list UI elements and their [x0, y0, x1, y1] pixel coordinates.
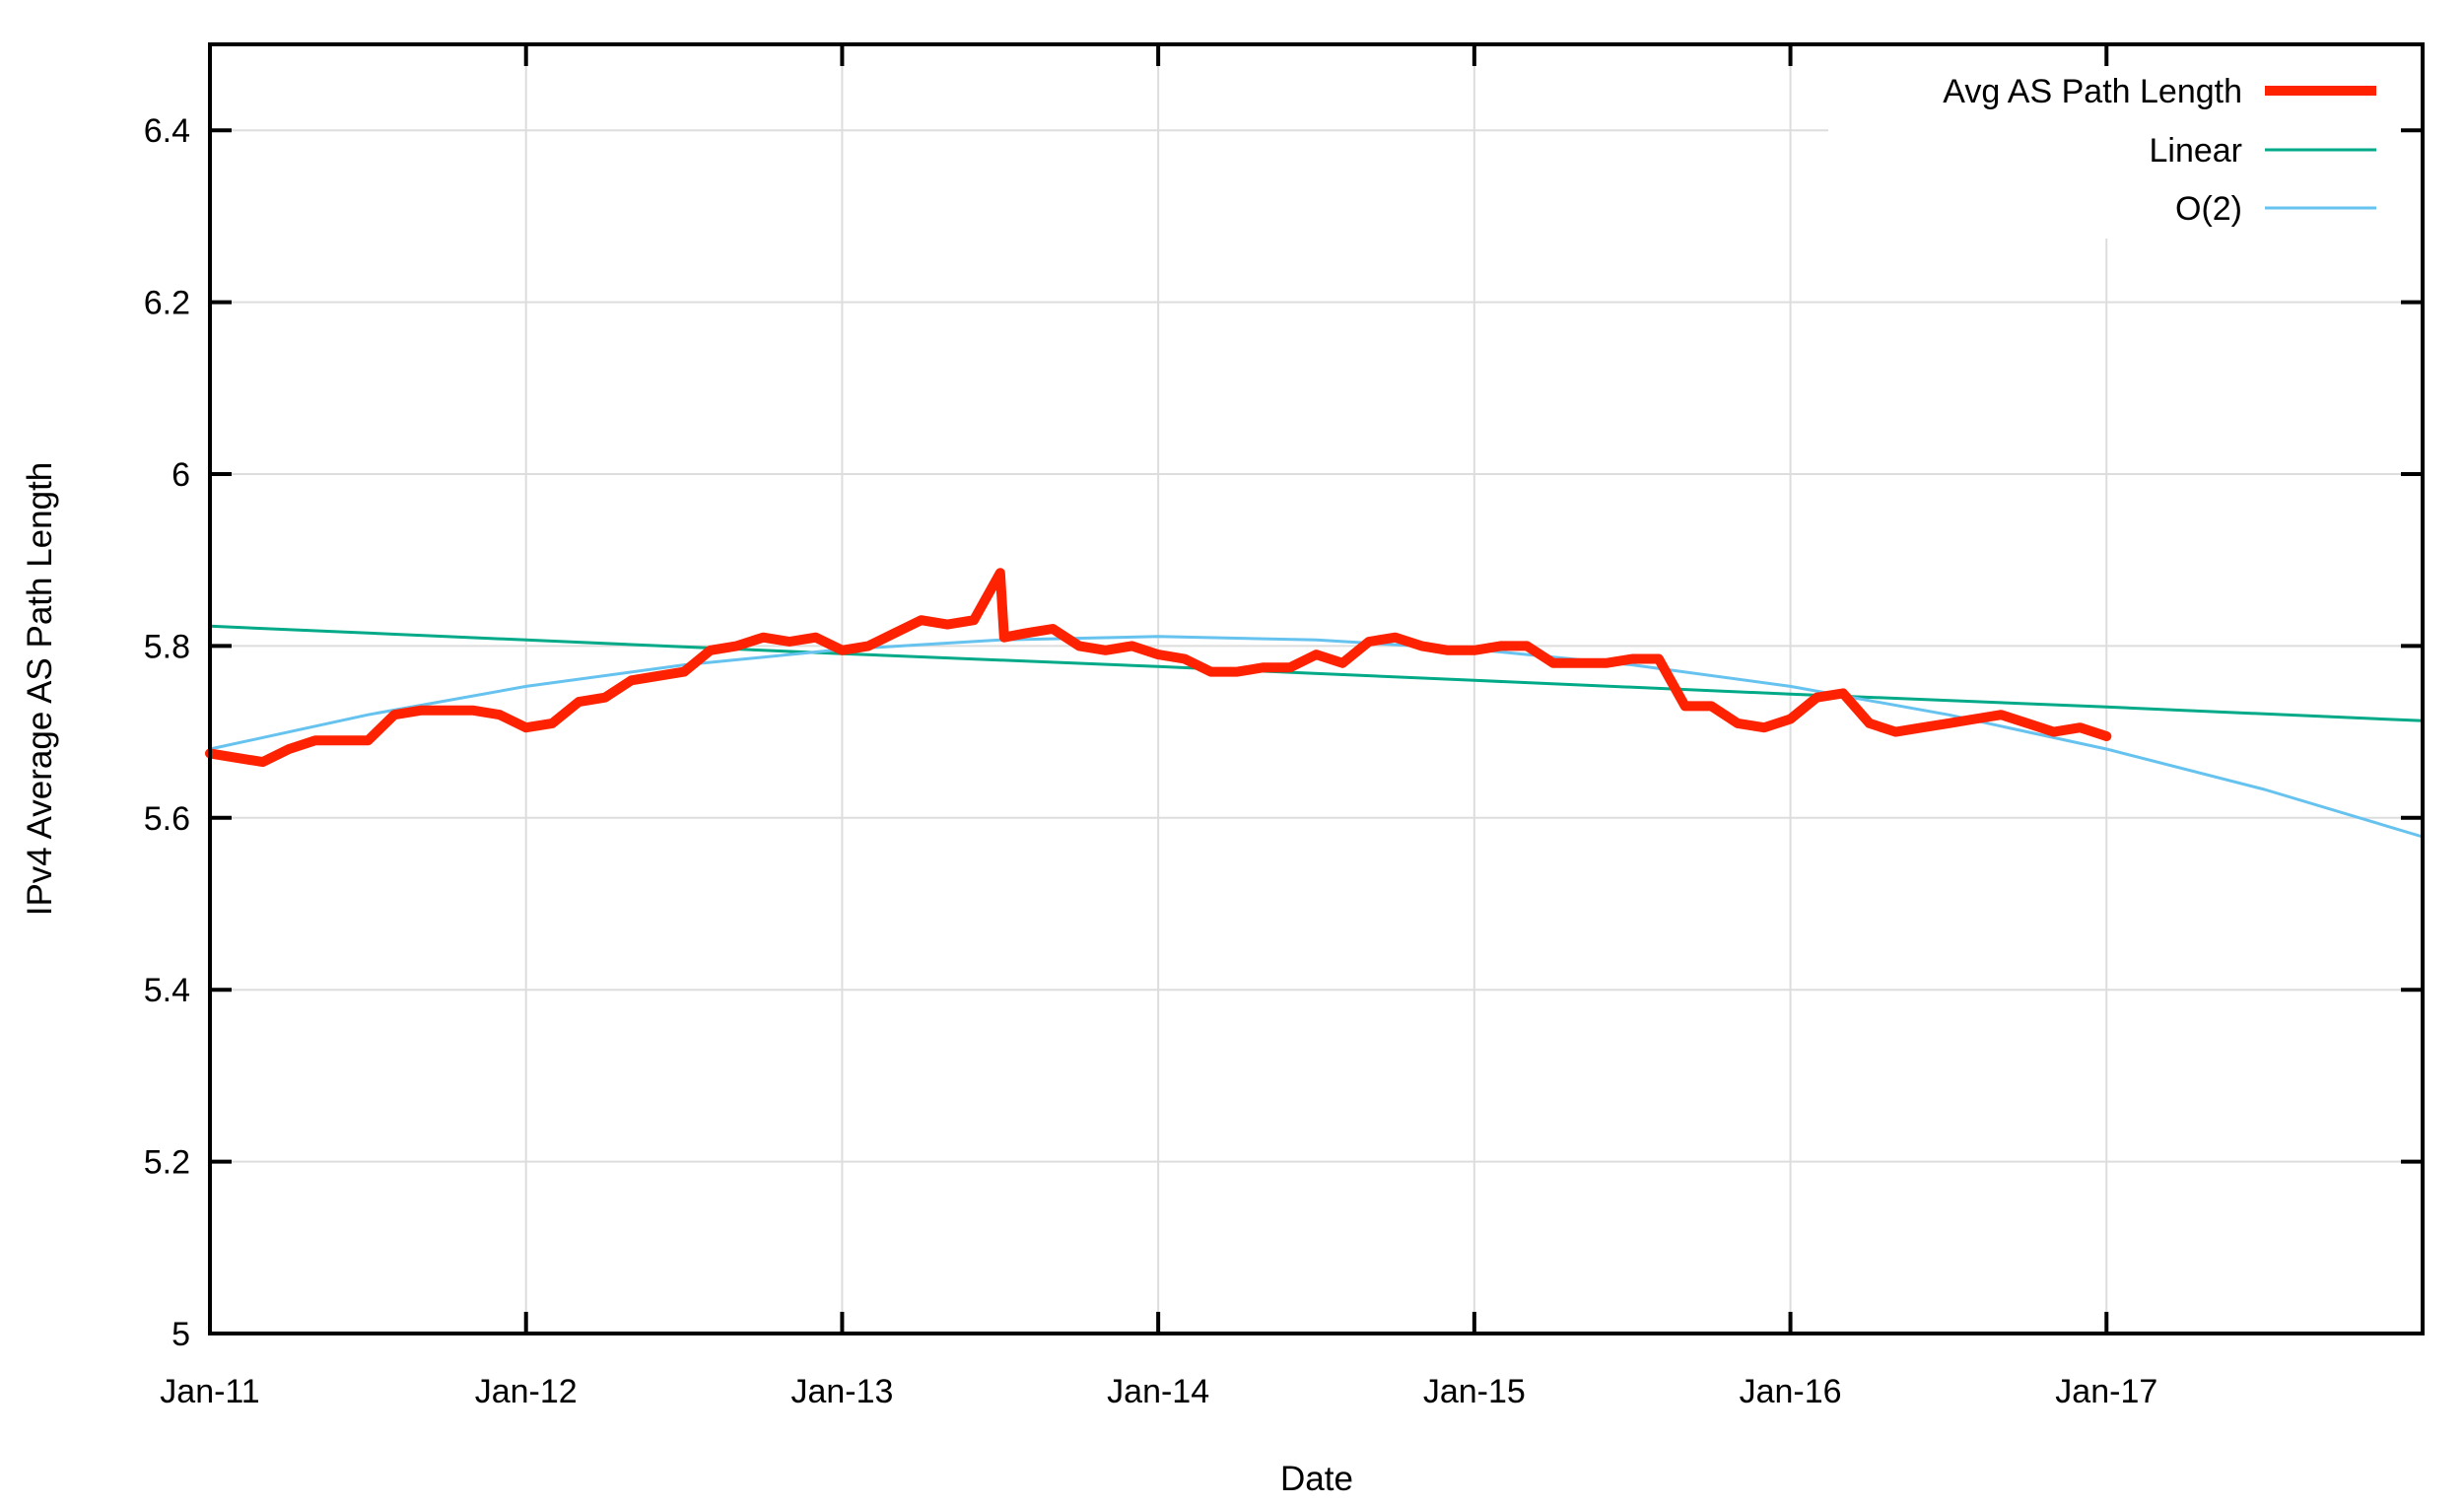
- y-tick-label: 5: [171, 1316, 190, 1353]
- x-tick-label: Jan-14: [1107, 1373, 1209, 1410]
- y-tick-label: 6.4: [144, 112, 190, 150]
- x-tick-label: Jan-11: [160, 1373, 259, 1410]
- series-line-o-2-: [208, 635, 2425, 839]
- legend-label: Avg AS Path Length: [1943, 73, 2242, 110]
- x-tick-label: Jan-15: [1423, 1373, 1526, 1410]
- legend-label: Linear: [2149, 132, 2242, 170]
- x-axis-label: Date: [1280, 1460, 1353, 1498]
- y-tick-label: 5.6: [144, 800, 190, 838]
- y-tick-label: 5.8: [144, 628, 190, 665]
- series-line-linear: [208, 624, 2425, 722]
- y-tick-label: 6: [171, 456, 190, 494]
- axes: 5 5.2 5.4 5.6 5.8 6 6.2 6.4 Jan-11 Jan-12 Jan-13 Ja…: [144, 42, 2425, 1410]
- legend-label: O(2): [2175, 190, 2242, 228]
- x-tick-label: Jan-12: [475, 1373, 578, 1410]
- grid: [210, 44, 2423, 1335]
- series-layer: [205, 568, 2425, 839]
- series-line-avg-as-path-length: [205, 568, 2112, 768]
- y-tick-label: 6.2: [144, 285, 190, 322]
- x-tick-label: Jan-16: [1740, 1373, 1842, 1410]
- plot-frame: [208, 42, 2425, 1335]
- x-tick-label: Jan-17: [2055, 1373, 2157, 1410]
- legend: Avg AS Path Length Linear O(2): [1828, 46, 2421, 239]
- x-tick-label: Jan-13: [790, 1373, 893, 1410]
- y-tick-label: 5.2: [144, 1144, 190, 1182]
- y-axis-label: IPv4 Average AS Path Length: [21, 462, 59, 917]
- y-tick-label: 5.4: [144, 972, 190, 1009]
